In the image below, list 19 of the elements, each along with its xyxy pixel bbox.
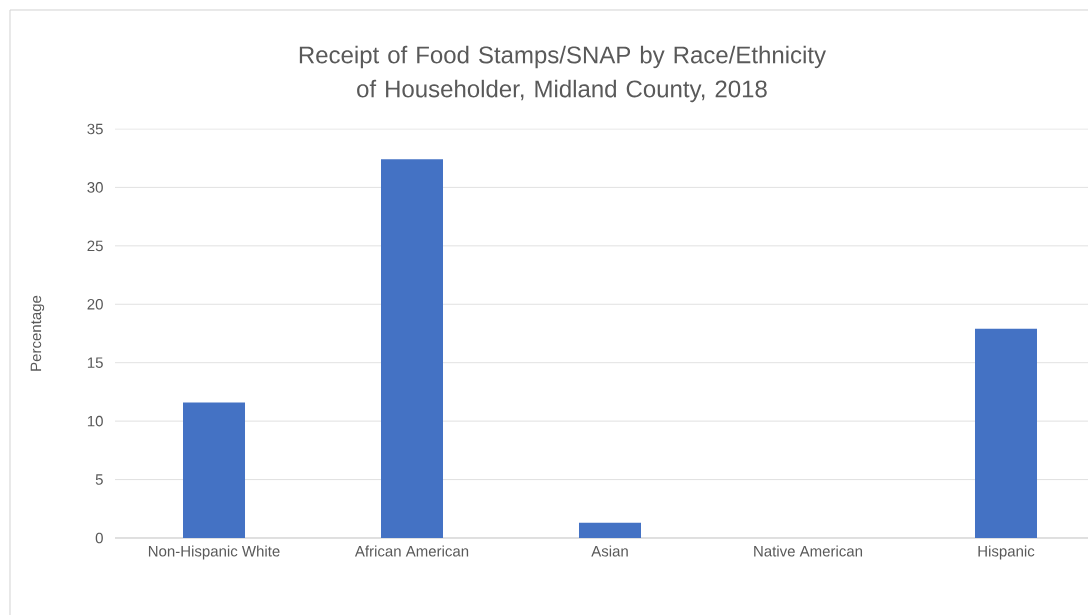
y-tick-label: 25	[87, 240, 103, 252]
x-tick-label: Non-Hispanic White	[148, 545, 280, 560]
chart-title: Receipt of Food Stamps/SNAP by Race/Ethnicity of Householder, Midland County, 2018	[299, 45, 826, 103]
x-tick-label: Asian	[591, 545, 628, 557]
x-tick-label: African American	[354, 545, 469, 557]
y-tick-label: 0	[95, 532, 103, 544]
x-tick-label: Native American	[754, 545, 863, 557]
bar	[975, 328, 1037, 538]
y-tick-label: 5	[95, 474, 103, 485]
x-tick-label: Hispanic	[978, 545, 1035, 560]
y-tick-label: 15	[87, 357, 103, 368]
y-tick-label: 10	[87, 415, 103, 427]
y-axis-title: Percentage	[30, 295, 45, 371]
bar	[579, 522, 641, 538]
y-tick-label: 30	[87, 182, 103, 193]
y-tick-label: 35	[87, 123, 103, 135]
bar	[381, 159, 443, 538]
bar	[183, 402, 246, 538]
y-tick-label: 20	[87, 298, 103, 310]
